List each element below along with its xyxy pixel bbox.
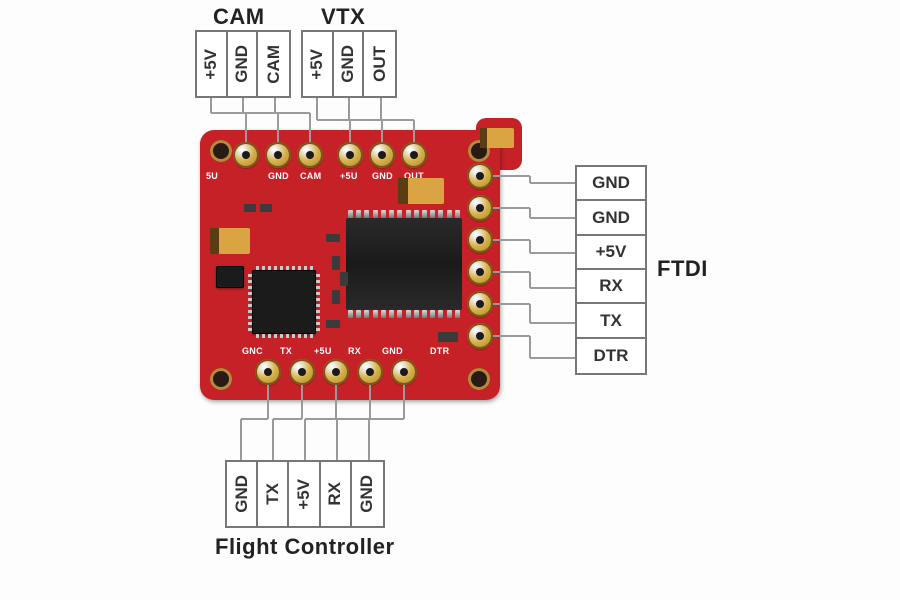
pin-label: GND: [338, 45, 358, 83]
pin-label: OUT: [370, 46, 390, 82]
callout-ftdi: GND GND +5V RX TX DTR: [575, 165, 647, 375]
pin-label: CAM: [264, 45, 284, 84]
group-title-fc: Flight Controller: [215, 534, 395, 560]
pin-label: RX: [593, 276, 629, 296]
silk-top-5: GND: [372, 171, 393, 181]
callout-cam: +5V GND CAM: [195, 30, 291, 98]
silk-bottom-0: GNC: [242, 346, 263, 356]
pin-label: TX: [594, 311, 628, 331]
pin-label: RX: [325, 482, 345, 506]
callout-vtx: +5V GND OUT: [301, 30, 397, 98]
pin-label: GND: [586, 208, 636, 228]
silk-top-3: CAM: [300, 171, 321, 181]
silk-top-2: GND: [268, 171, 289, 181]
pin-label: +5V: [201, 49, 221, 80]
silk-bottom-3: RX: [348, 346, 361, 356]
pin-label: GND: [232, 475, 252, 513]
silk-bottom-1: TX: [280, 346, 292, 356]
silk-bottom-2: +5U: [314, 346, 332, 356]
pin-label: +5V: [590, 242, 633, 262]
pin-label: GND: [586, 173, 636, 193]
pin-label: +5V: [294, 479, 314, 510]
silk-bottom-4: GND: [382, 346, 403, 356]
pin-label: +5V: [307, 49, 327, 80]
group-title-vtx: VTX: [321, 4, 365, 30]
pin-label: TX: [263, 483, 283, 505]
pin-label: DTR: [588, 346, 635, 366]
pin-label: GND: [232, 45, 252, 83]
callout-flight-controller: GND TX +5V RX GND: [225, 460, 385, 528]
silk-top-4: +5U: [340, 171, 358, 181]
group-title-cam: CAM: [213, 4, 265, 30]
silk-bottom-5: DTR: [430, 346, 449, 356]
silk-top-0: 5U: [206, 171, 218, 181]
pin-label: GND: [357, 475, 377, 513]
group-title-ftdi: FTDI: [657, 256, 708, 282]
